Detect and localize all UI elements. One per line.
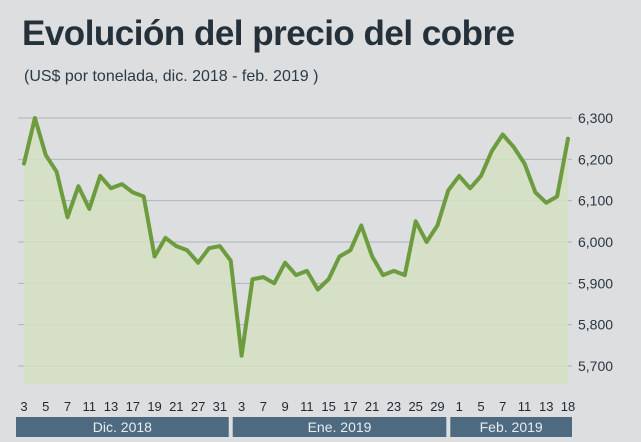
x-tick-label: 9: [282, 399, 289, 414]
y-tick-label: 5,900: [578, 275, 613, 291]
area-fill-layer: [24, 118, 568, 384]
x-tick-label: 5: [477, 399, 484, 414]
x-tick-label: 18: [561, 399, 575, 414]
x-tick-label: 23: [387, 399, 401, 414]
x-tick-label: 7: [64, 399, 71, 414]
x-tick-label: 11: [83, 399, 97, 414]
x-tick-label: 13: [539, 399, 553, 414]
x-tick-label: 5: [42, 399, 49, 414]
x-tick-label: 31: [213, 399, 227, 414]
x-axis-labels: 3 5 7 11 13 17 19 21 27 31 3 7 9 11 15 17 21 23 25 29 1 5 7 11 1…: [20, 399, 575, 414]
price-line: [22, 116, 570, 358]
price-line-layer: [22, 116, 570, 358]
x-tick-label: 7: [260, 399, 267, 414]
x-tick-label: 3: [20, 399, 27, 414]
x-tick-label: 13: [104, 399, 118, 414]
chart-title: Evolución del precio del cobre: [22, 14, 515, 53]
x-tick-label: 29: [430, 399, 444, 414]
x-tick-label: 25: [408, 399, 422, 414]
y-tick-label: 6,300: [578, 110, 613, 126]
x-tick-label: 1: [456, 399, 463, 414]
x-tick-label: 17: [343, 399, 357, 414]
x-tick-label: 3: [238, 399, 245, 414]
month-label: Dic. 2018: [93, 419, 152, 435]
x-tick-label: 11: [518, 399, 532, 414]
x-tick-label: 27: [191, 399, 205, 414]
month-band: [16, 417, 229, 437]
y-tick-label: 6,200: [578, 151, 613, 167]
y-tick-label: 6,000: [578, 234, 613, 250]
y-axis-labels: 6,300 6,200 6,100 6,000 5,900 5,800 5,700: [578, 110, 613, 374]
chart-subtitle: (US$ por tonelada, dic. 2018 - feb. 2019…: [24, 68, 319, 85]
y-tick-label: 5,700: [578, 358, 613, 374]
x-tick-label: 19: [147, 399, 161, 414]
x-tick-label: 17: [126, 399, 140, 414]
x-tick-label: 7: [499, 399, 506, 414]
month-bands: Dic. 2018 Ene. 2019 Feb. 2019: [16, 417, 572, 437]
x-tick-label: 21: [169, 399, 183, 414]
month-label: Feb. 2019: [480, 419, 543, 435]
month-band: [232, 417, 447, 437]
month-label: Ene. 2019: [308, 419, 372, 435]
x-tick-label: 21: [365, 399, 379, 414]
price-area: [24, 118, 568, 384]
y-tick-label: 6,100: [578, 193, 613, 209]
x-tick-label: 11: [300, 399, 314, 414]
y-tick-label: 5,800: [578, 317, 613, 333]
month-band: [450, 417, 572, 437]
x-tick-label: 15: [321, 399, 335, 414]
